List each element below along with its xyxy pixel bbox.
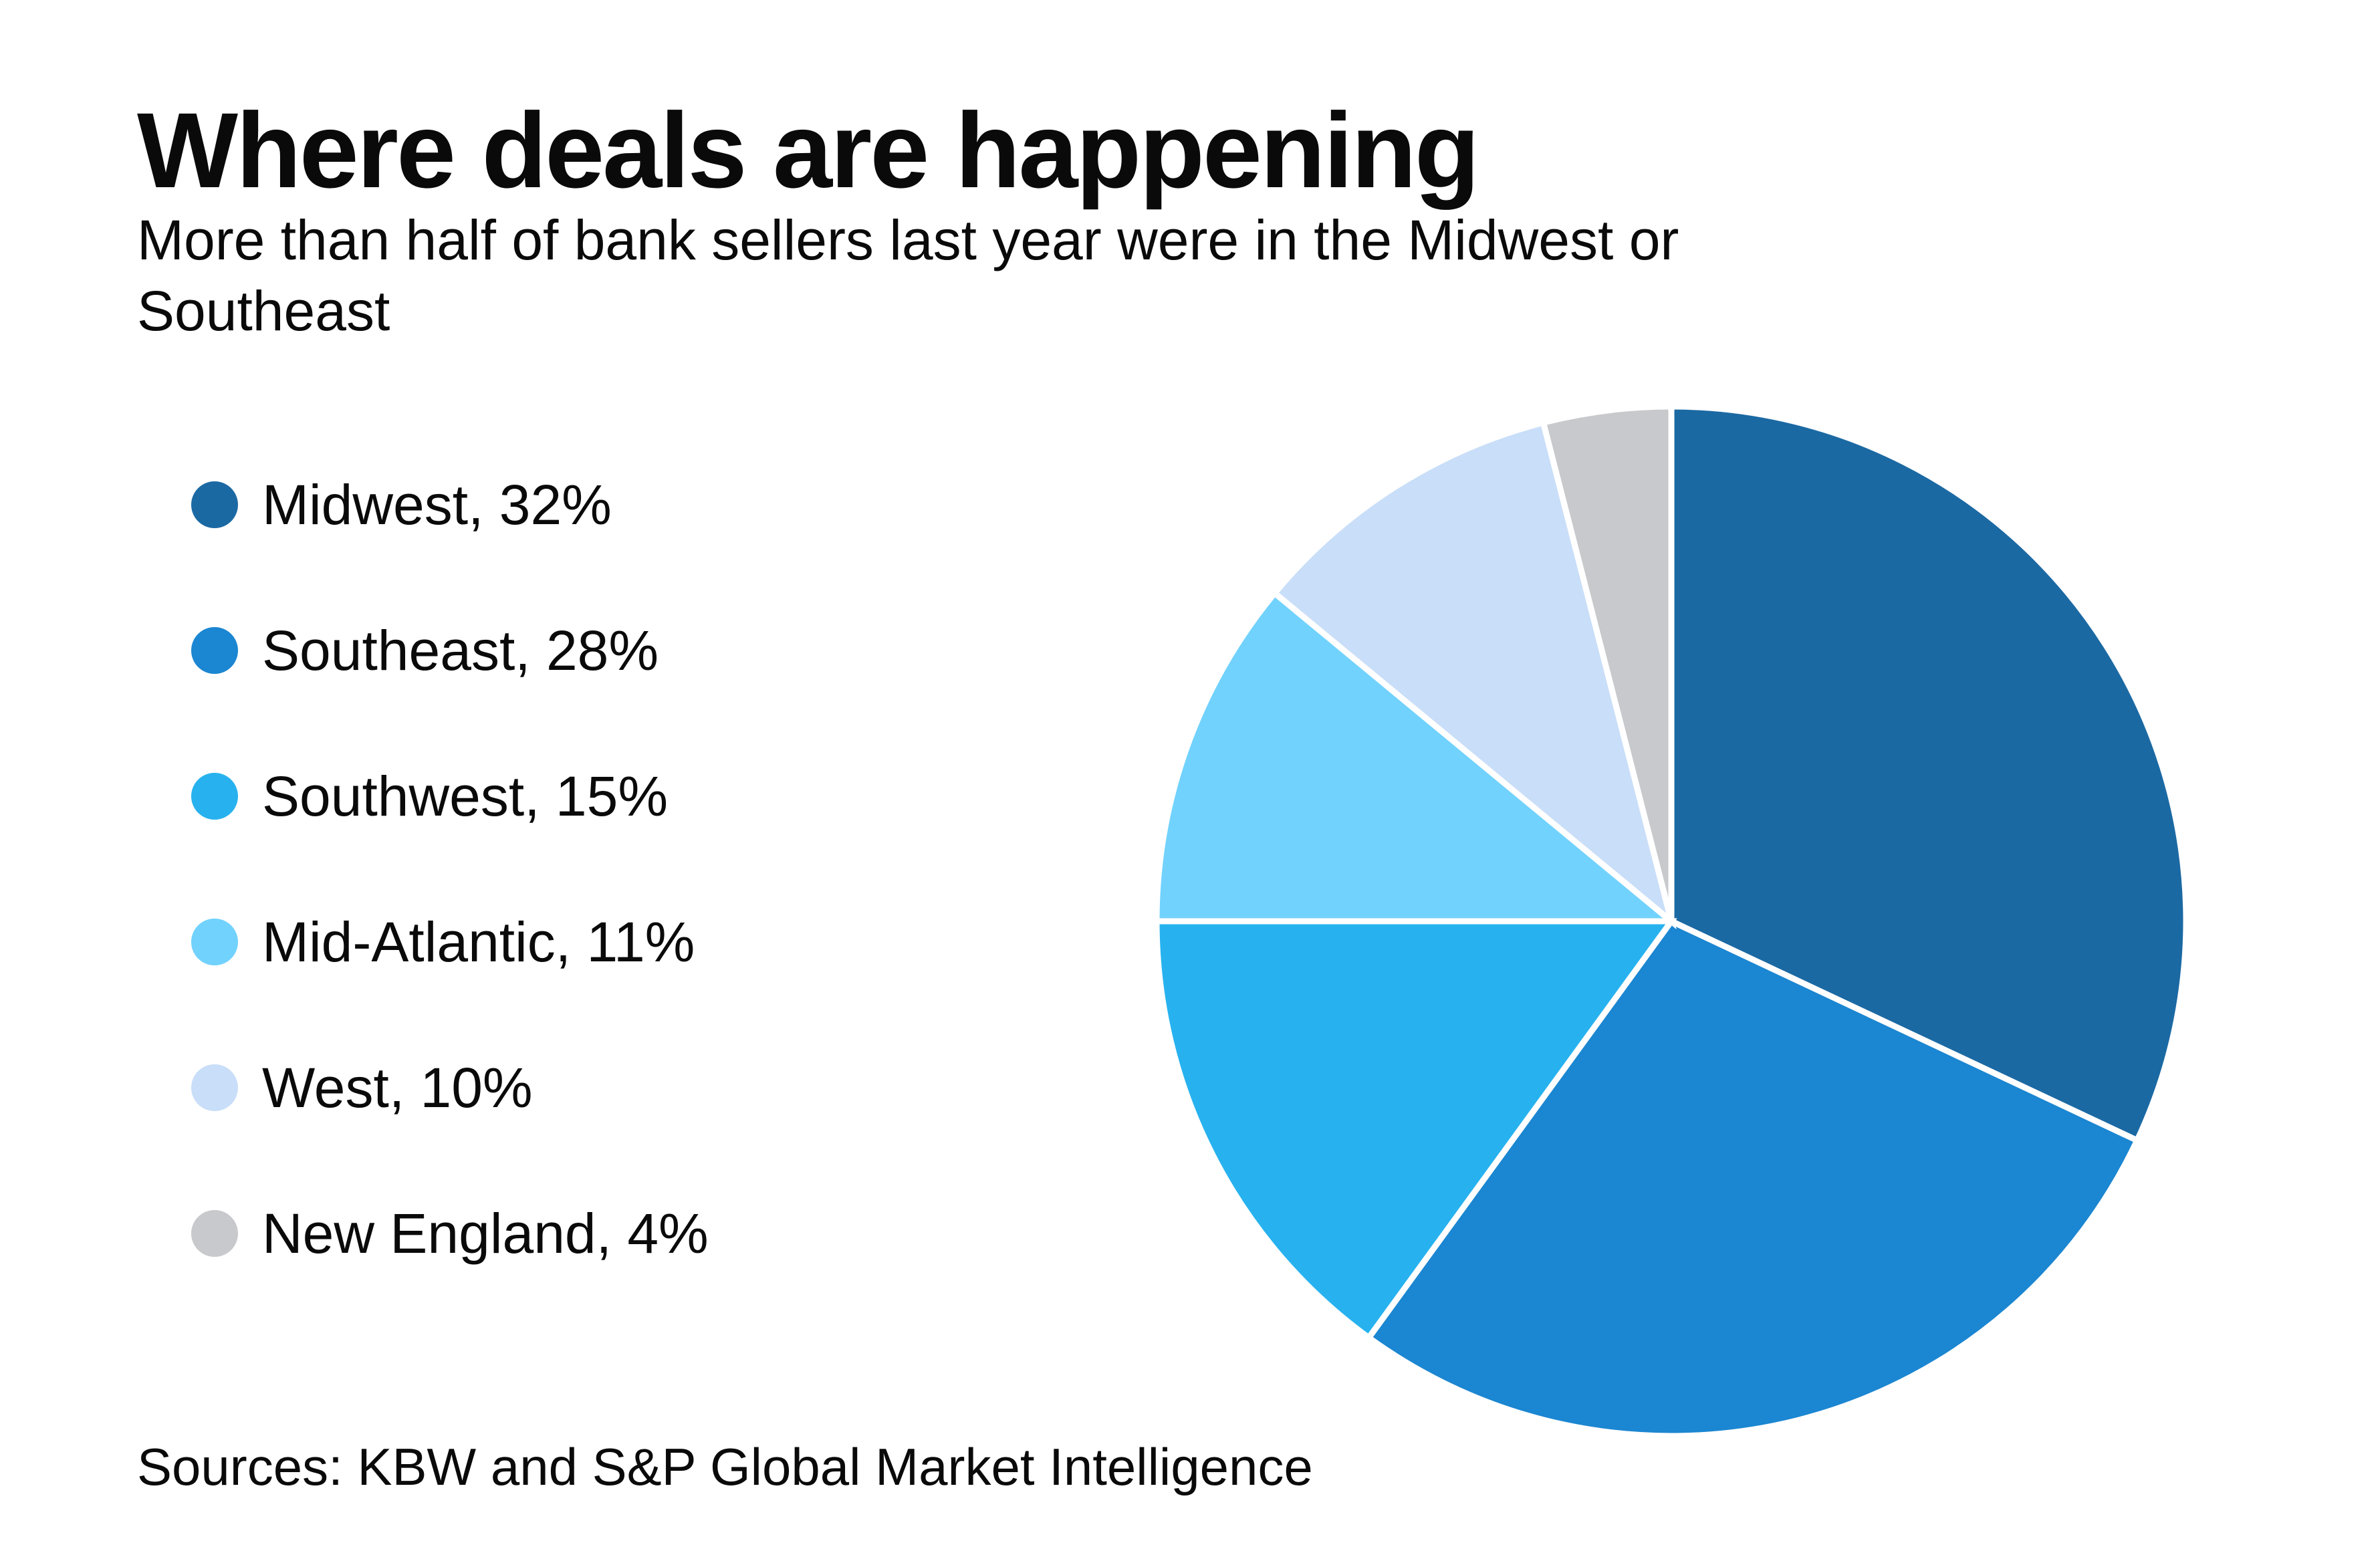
legend-item: Midwest, 32% xyxy=(191,432,709,578)
legend-swatch-icon xyxy=(191,481,238,528)
source-note: Sources: KBW and S&P Global Market Intel… xyxy=(137,1437,1313,1496)
legend-swatch-icon xyxy=(191,919,238,965)
pie-slice-southwest xyxy=(1153,918,1677,1342)
legend-swatch-icon xyxy=(191,773,238,820)
pie-slice-new-england xyxy=(1540,403,1675,923)
pie-slice-midwest xyxy=(1668,403,2189,1145)
legend-item: Southwest, 15% xyxy=(191,723,709,869)
pie-slice-southeast xyxy=(1364,917,2141,1439)
pie-slice-mid-atlantic xyxy=(1153,588,1680,925)
legend-label: Midwest, 32% xyxy=(262,473,612,536)
legend-item: Mid-Atlantic, 11% xyxy=(191,869,709,1015)
legend-item: Southeast, 28% xyxy=(191,578,709,723)
legend-label: Mid-Atlantic, 11% xyxy=(262,911,695,973)
legend: Midwest, 32% Southeast, 28% Southwest, 15%… xyxy=(191,432,709,1306)
legend-item: West, 10% xyxy=(191,1015,709,1161)
legend-swatch-icon xyxy=(191,1064,238,1111)
legend-label: West, 10% xyxy=(262,1056,533,1119)
legend-label: New England, 4% xyxy=(262,1202,709,1265)
legend-swatch-icon xyxy=(191,1210,238,1257)
chart-title: Where deals are happening xyxy=(137,90,1480,210)
legend-label: Southeast, 28% xyxy=(262,619,659,682)
legend-swatch-icon xyxy=(191,627,238,674)
legend-label: Southwest, 15% xyxy=(262,765,669,828)
pie-chart xyxy=(1153,403,2189,1439)
chart-subtitle: More than half of bank sellers last year… xyxy=(137,209,1679,342)
pie-slice-west xyxy=(1270,419,1677,930)
legend-item: New England, 4% xyxy=(191,1161,709,1306)
